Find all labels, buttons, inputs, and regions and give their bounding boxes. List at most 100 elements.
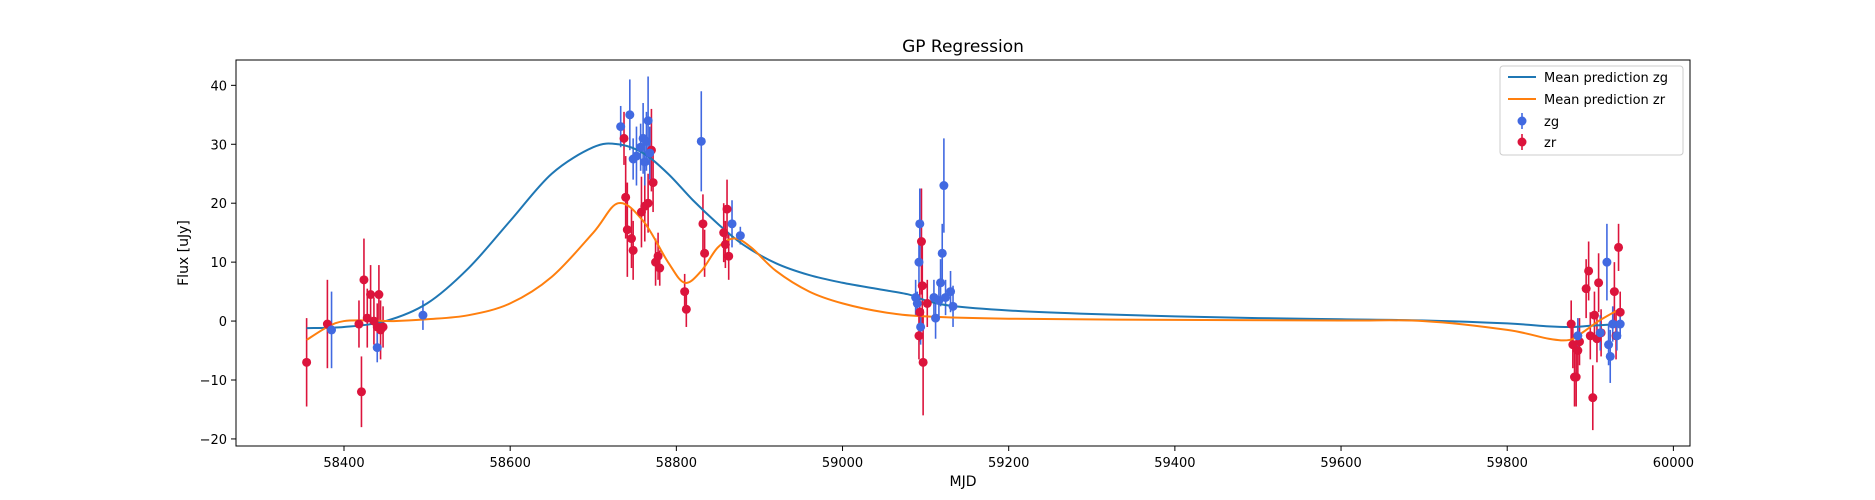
- zg-data-point: [948, 301, 958, 311]
- x-tick-label: 59600: [1320, 456, 1361, 471]
- y-tick-label: −10: [200, 374, 227, 389]
- zr-data-point: [1609, 287, 1619, 297]
- x-tick-label: 58800: [656, 456, 697, 471]
- zr-data-point: [366, 290, 376, 300]
- zg-data-point: [946, 287, 956, 297]
- zg-data-point: [645, 148, 655, 158]
- legend-marker-zg: [1517, 113, 1527, 129]
- zr-data-point: [359, 275, 369, 285]
- zg-data-point: [916, 322, 926, 332]
- zr-data-point: [680, 287, 690, 297]
- zr-data-point: [917, 281, 927, 291]
- zg-data-point: [616, 122, 626, 132]
- zr-data-point: [378, 322, 388, 332]
- zr-data-point: [653, 251, 663, 261]
- zr-data-point: [720, 239, 730, 249]
- legend-marker-zr: [1517, 134, 1527, 150]
- x-tick-label: 60000: [1653, 456, 1694, 471]
- zg-data-point: [1615, 319, 1625, 329]
- zg-data-point: [641, 136, 651, 146]
- plot-frame: [235, 59, 1691, 447]
- zg-points: [327, 110, 1625, 361]
- legend-label-zg: zg: [1544, 115, 1559, 130]
- zr-data-point: [722, 204, 732, 214]
- zg-data-point: [418, 310, 428, 320]
- zg-data-point: [1612, 331, 1622, 341]
- zr-data-point: [648, 178, 658, 188]
- zg-data-point: [914, 257, 924, 267]
- x-tick-label: 59000: [822, 456, 863, 471]
- zg-data-point: [1573, 331, 1583, 341]
- zr-data-point: [643, 198, 653, 208]
- zr-data-point: [1571, 372, 1581, 382]
- zr-data-point: [918, 357, 928, 367]
- zr-data-point: [681, 304, 691, 314]
- zg-data-point: [1608, 319, 1618, 329]
- zr-data-point: [719, 228, 729, 238]
- zr-data-point: [354, 319, 364, 329]
- zr-data-point: [302, 357, 312, 367]
- zr-data-point: [922, 298, 932, 308]
- zg-data-point: [912, 298, 922, 308]
- zr-points: [302, 133, 1625, 403]
- y-tick-label: −20: [200, 433, 227, 448]
- legend-label-mean-zg: Mean prediction zg: [1544, 71, 1668, 86]
- zr-data-point: [619, 133, 629, 143]
- zg-data-point: [941, 292, 951, 302]
- zg-data-point: [727, 219, 737, 229]
- mean-prediction-lines: [306, 142, 1620, 342]
- zr-data-point: [655, 263, 665, 273]
- zr-data-point: [1594, 278, 1604, 288]
- zr-data-point: [622, 225, 632, 235]
- zg-data-point: [1602, 257, 1612, 267]
- legend-label-zr: zr: [1544, 136, 1557, 151]
- zr-data-point: [698, 219, 708, 229]
- zr-data-point: [626, 234, 636, 244]
- zg-data-point: [1604, 340, 1614, 350]
- zg-data-point: [696, 136, 706, 146]
- zg-data-point: [937, 248, 947, 258]
- zg-data-point: [631, 151, 641, 161]
- chart-title: GP Regression: [902, 37, 1024, 57]
- zr-error-bars: [305, 108, 1622, 431]
- zg-data-point: [939, 181, 949, 191]
- zr-data-point: [914, 331, 924, 341]
- y-tick-label: 20: [210, 197, 227, 212]
- y-tick-label: 30: [210, 138, 227, 153]
- zr-data-point: [1614, 242, 1624, 252]
- zg-data-point: [931, 313, 941, 323]
- legend-label-mean-zr: Mean prediction zr: [1544, 93, 1666, 108]
- zg-data-point: [1605, 351, 1615, 361]
- y-tick-label: 0: [219, 315, 227, 330]
- x-tick-label: 59800: [1487, 456, 1528, 471]
- zg-data-point: [327, 325, 337, 335]
- zg-data-point: [1595, 328, 1605, 338]
- legend: Mean prediction zg Mean prediction zr zg…: [1499, 65, 1684, 156]
- y-axis-ticks: −20 −10 0 10 20 30 40: [200, 79, 236, 448]
- x-tick-label: 59200: [988, 456, 1029, 471]
- mean-prediction-zr-line: [306, 201, 1620, 342]
- zr-data-point: [1581, 284, 1591, 294]
- zg-error-bars: [330, 76, 1622, 383]
- y-tick-label: 40: [210, 79, 227, 94]
- zr-data-point: [1615, 307, 1625, 317]
- zr-data-point: [1566, 319, 1576, 329]
- y-tick-label: 10: [210, 256, 227, 271]
- zr-data-point: [915, 307, 925, 317]
- zr-data-point: [724, 251, 734, 261]
- zg-data-point: [372, 343, 382, 353]
- x-tick-label: 58400: [323, 456, 364, 471]
- zr-data-point: [916, 237, 926, 247]
- x-tick-label: 58600: [490, 456, 531, 471]
- zr-data-point: [621, 192, 631, 202]
- zg-data-point: [640, 157, 650, 167]
- x-axis-ticks: 58400 58600 58800 59000 59200 59400 59600 59800…: [323, 446, 1694, 471]
- y-axis-label: Flux [uJy]: [176, 220, 192, 286]
- zr-data-point: [1573, 346, 1583, 356]
- zr-data-point: [700, 248, 710, 258]
- zr-data-point: [1589, 310, 1599, 320]
- x-axis-label: MJD: [950, 474, 977, 490]
- zg-data-point: [915, 219, 925, 229]
- zg-data-point: [625, 110, 635, 120]
